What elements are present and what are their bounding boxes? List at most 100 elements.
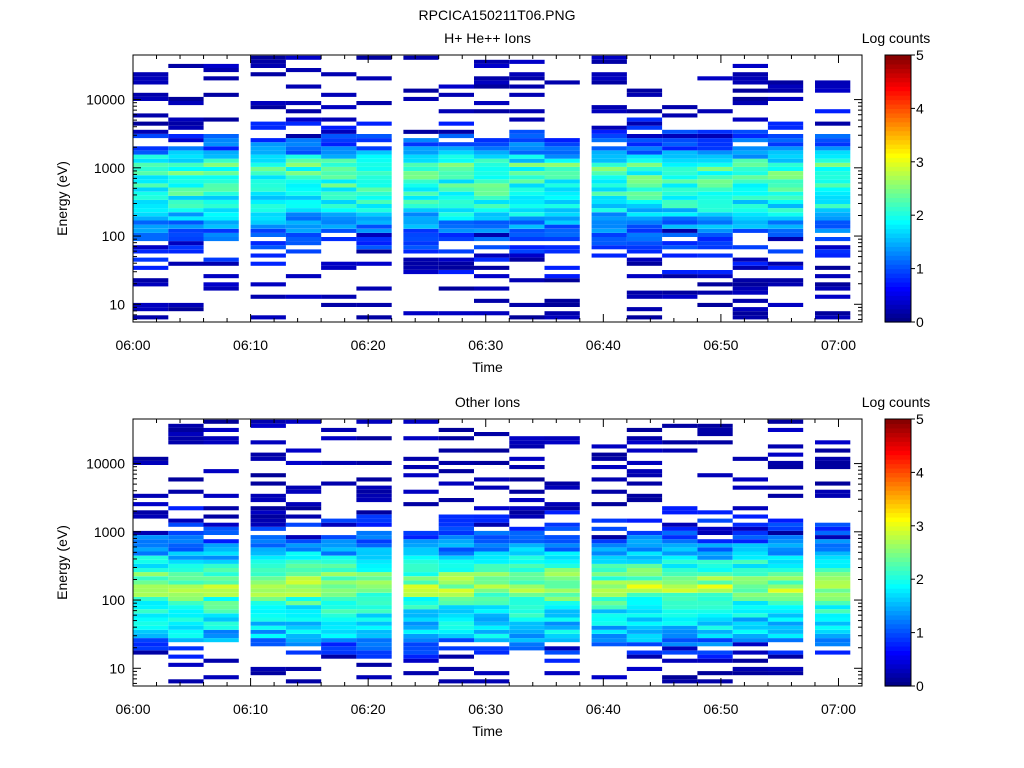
data-cell xyxy=(321,576,357,581)
data-cell xyxy=(356,199,392,204)
data-cell xyxy=(662,605,698,610)
colorbar-segment xyxy=(885,175,911,181)
data-cell xyxy=(509,134,545,139)
data-cell xyxy=(697,237,733,242)
data-cell xyxy=(815,584,851,589)
data-cell xyxy=(438,584,474,589)
data-cell xyxy=(250,187,286,192)
colorbar-segment xyxy=(885,610,911,616)
data-cell xyxy=(250,158,286,163)
data-cell xyxy=(321,154,357,159)
data-cell xyxy=(509,596,545,601)
data-cell xyxy=(544,522,580,527)
colorbar-segment xyxy=(885,68,911,74)
data-cell xyxy=(662,634,698,639)
data-cell xyxy=(438,261,474,266)
data-cell xyxy=(321,535,357,540)
colorbar-segment xyxy=(885,250,911,256)
data-cell xyxy=(626,609,663,614)
data-cell xyxy=(767,212,804,217)
data-cell xyxy=(133,530,169,535)
data-cell xyxy=(438,568,474,573)
colorbar-segment xyxy=(885,215,911,221)
data-cell xyxy=(815,286,851,291)
data-cell xyxy=(203,191,239,196)
data-cell xyxy=(168,307,204,312)
colorbar-segment xyxy=(885,63,911,69)
data-cell xyxy=(438,134,474,139)
data-cell xyxy=(356,245,392,250)
colorbar-segment xyxy=(885,499,911,505)
data-cell xyxy=(356,121,392,126)
data-cell xyxy=(285,241,322,246)
data-cell xyxy=(133,249,169,254)
data-cell xyxy=(474,199,510,204)
colorbar-segment xyxy=(885,552,911,558)
data-cell xyxy=(509,436,545,441)
data-cell xyxy=(203,183,239,188)
data-cell xyxy=(626,212,663,217)
colorbar-frame xyxy=(884,54,912,323)
data-cell xyxy=(697,175,733,180)
data-cell xyxy=(662,146,698,151)
data-cell xyxy=(662,241,698,246)
data-cell xyxy=(697,650,733,655)
data-cell xyxy=(662,576,698,581)
data-cell xyxy=(474,568,510,573)
data-cell xyxy=(626,92,663,97)
data-cell xyxy=(250,191,286,196)
data-cell xyxy=(767,187,804,192)
data-cell xyxy=(509,72,545,77)
data-cell xyxy=(133,588,169,593)
data-cell xyxy=(133,596,169,601)
data-cell xyxy=(662,162,698,167)
data-cell xyxy=(662,294,698,299)
data-cell xyxy=(591,547,627,552)
data-cell xyxy=(732,658,768,663)
data-cell xyxy=(203,584,239,589)
data-cell xyxy=(544,232,580,237)
data-cell xyxy=(203,228,239,233)
data-cell xyxy=(697,228,733,233)
data-cell xyxy=(474,448,510,453)
x-tick-label: 06:40 xyxy=(586,337,621,353)
data-cell xyxy=(203,237,239,242)
data-cell xyxy=(203,493,239,498)
data-cell xyxy=(168,162,204,167)
data-cell xyxy=(356,249,392,254)
colorbar-segment xyxy=(885,614,911,620)
data-cell xyxy=(356,55,392,60)
data-cell xyxy=(321,117,357,122)
data-cell xyxy=(767,654,804,659)
data-cell xyxy=(544,617,580,622)
data-cell xyxy=(509,613,545,618)
data-cell xyxy=(356,514,392,519)
data-cell xyxy=(250,241,286,246)
data-cell xyxy=(356,662,392,667)
data-cell xyxy=(321,224,357,229)
data-cell xyxy=(321,563,357,568)
data-cell xyxy=(626,613,663,618)
data-cell xyxy=(544,584,580,589)
data-cell xyxy=(509,138,545,143)
y-tick-label: 1000 xyxy=(94,524,125,540)
data-cell xyxy=(474,175,510,180)
data-cell xyxy=(250,596,286,601)
data-cell xyxy=(732,191,768,196)
data-cell xyxy=(438,601,474,606)
data-cell xyxy=(168,220,204,225)
colorbar-segment xyxy=(885,659,911,665)
data-cell xyxy=(815,522,851,527)
data-cell xyxy=(133,629,169,634)
data-cell xyxy=(285,117,322,122)
data-cell xyxy=(438,270,474,275)
data-cell xyxy=(591,477,627,482)
data-cell xyxy=(767,265,804,270)
data-cell xyxy=(591,212,627,217)
data-cell xyxy=(438,237,474,242)
data-cell xyxy=(321,539,357,544)
data-cell xyxy=(133,208,169,213)
data-cell xyxy=(732,228,768,233)
data-cell xyxy=(697,568,733,573)
data-cell xyxy=(133,199,169,204)
